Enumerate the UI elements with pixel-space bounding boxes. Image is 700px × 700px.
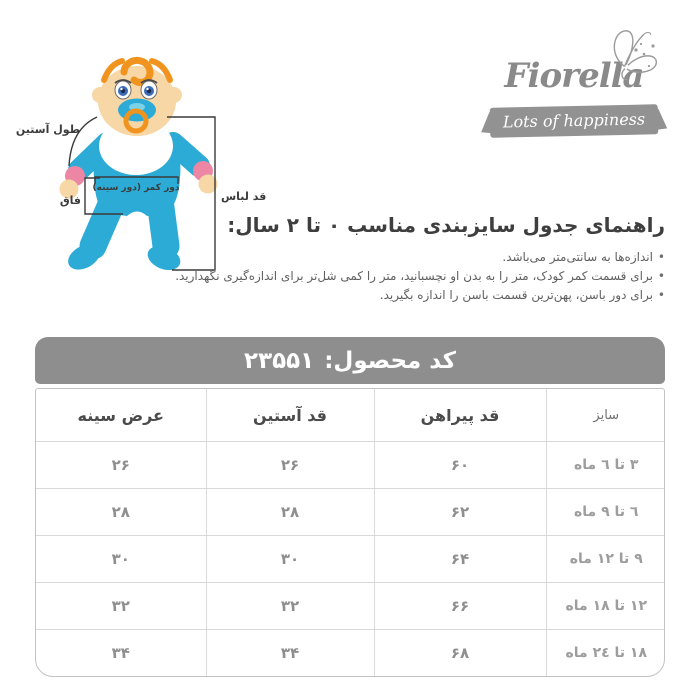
cell-shirt-length: ۶۰ <box>373 441 546 489</box>
cell-size: ۱۲ تا ۱۸ ماه <box>545 582 664 630</box>
brand-tagline-band: Lots of happiness <box>489 104 659 138</box>
cell-sleeve-length: ۳۰ <box>205 535 374 583</box>
cell-size: ۹ تا ۱۲ ماه <box>545 535 664 583</box>
size-table-block: کد محصول: ۲۳۵۵۱ سایز قد پیراهن قد آستین … <box>35 337 665 677</box>
cell-chest-width: ۲۶ <box>36 441 206 489</box>
table-row: ۱۸ تا ۲٤ ماه ۶۸ ۳۴ ۳۴ <box>36 629 664 676</box>
header-row: سایز قد پیراهن قد آستین عرض سینه <box>36 389 664 442</box>
cell-shirt-length: ۶۶ <box>373 582 546 630</box>
cell-chest-width: ۲۸ <box>36 488 206 536</box>
col-header-size: سایز <box>545 389 664 442</box>
cell-shirt-length: ۶۲ <box>373 488 546 536</box>
size-table: سایز قد پیراهن قد آستین عرض سینه ۳ تا ٦ … <box>36 389 664 676</box>
table-row: ٦ تا ۹ ماه ۶۲ ۲۸ ۲۸ <box>36 488 664 536</box>
brand-tagline: Lots of happiness <box>502 109 646 132</box>
col-header-sleeve-length: قد آستین <box>205 389 374 442</box>
product-code-band: کد محصول: ۲۳۵۵۱ <box>35 337 665 384</box>
cell-sleeve-length: ۳۴ <box>205 629 374 676</box>
guide-notes: اندازه‌ها به سانتی‌متر می‌باشد. برای قسم… <box>35 248 665 305</box>
crotch-bracket <box>84 177 123 215</box>
cell-sleeve-length: ۲۸ <box>205 488 374 536</box>
guide-heading: راهنمای جدول سایزبندی مناسب ۰ تا ۲ سال: <box>227 213 665 237</box>
col-header-shirt-length: قد پیراهن <box>373 389 546 442</box>
size-guide-intro: راهنمای جدول سایزبندی مناسب ۰ تا ۲ سال: … <box>35 213 665 305</box>
waist-chest-label: دور کمر (دور سینه) <box>93 183 180 193</box>
col-header-chest-width: عرض سینه <box>77 405 164 425</box>
cell-shirt-length: ۶۴ <box>373 535 546 583</box>
cell-shirt-length: ۶۸ <box>373 629 546 676</box>
cell-chest-width: ۳۴ <box>36 629 206 676</box>
sleeve-length-label: طول آستین <box>16 122 80 136</box>
cell-sleeve-length: ۲۶ <box>205 441 374 489</box>
butterfly-icon <box>613 30 657 81</box>
sleeve-length-line <box>68 116 98 167</box>
cell-size: ۳ تا ٦ ماه <box>545 441 664 489</box>
size-table-wrap: سایز قد پیراهن قد آستین عرض سینه ۳ تا ٦ … <box>35 388 665 677</box>
waist-bracket <box>94 176 179 184</box>
table-row: ۱۲ تا ۱۸ ماه ۶۶ ۳۲ ۳۲ <box>36 582 664 630</box>
table-row: ۹ تا ۱۲ ماه ۶۴ ۳۰ ۳۰ <box>36 535 664 583</box>
cell-sleeve-length: ۳۲ <box>205 582 374 630</box>
guide-note: اندازه‌ها به سانتی‌متر می‌باشد. <box>35 248 665 267</box>
guide-note: برای دور باسن، پهن‌ترین قسمت باسن را اند… <box>35 286 665 305</box>
guide-note: برای قسمت کمر کودک، متر را به بدن او نچس… <box>35 267 665 286</box>
garment-length-label: قد لباس <box>221 190 266 203</box>
cell-chest-width: ۳۲ <box>36 582 206 630</box>
cell-size: ٦ تا ۹ ماه <box>545 488 664 536</box>
crotch-label: فاق <box>60 194 81 207</box>
table-row: ۳ تا ٦ ماه ۶۰ ۲۶ ۲۶ <box>36 441 664 489</box>
brand-logo: Fiorella Lots of happiness <box>488 26 660 138</box>
cell-chest-width: ۳۰ <box>36 535 206 583</box>
product-code-label: کد محصول: <box>324 347 456 374</box>
cell-size: ۱۸ تا ۲٤ ماه <box>545 629 664 676</box>
product-code-value: ۲۳۵۵۱ <box>244 347 315 374</box>
